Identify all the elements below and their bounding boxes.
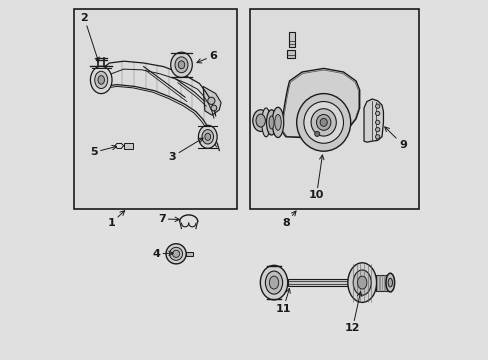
Ellipse shape [90,66,112,94]
Ellipse shape [296,94,350,151]
Ellipse shape [175,57,187,73]
Ellipse shape [261,108,270,137]
Ellipse shape [266,110,276,135]
Ellipse shape [202,130,213,144]
Circle shape [375,127,379,132]
Bar [123,143,132,149]
Ellipse shape [357,276,366,289]
Bar [186,252,192,256]
Polygon shape [280,68,359,138]
Ellipse shape [169,247,182,260]
Text: 11: 11 [275,288,290,314]
Ellipse shape [198,125,217,148]
Ellipse shape [95,71,107,89]
Ellipse shape [252,110,268,131]
Ellipse shape [387,278,392,287]
Ellipse shape [260,265,287,300]
Bar [249,9,418,209]
Bar [287,279,354,286]
Ellipse shape [274,114,281,130]
Circle shape [211,105,216,111]
Text: 12: 12 [344,292,361,333]
Text: 4: 4 [152,249,173,259]
Ellipse shape [310,109,336,136]
Ellipse shape [347,263,376,302]
Ellipse shape [320,118,326,126]
Bar [73,9,237,209]
Ellipse shape [204,133,210,140]
Text: 1: 1 [107,211,124,228]
Ellipse shape [172,250,179,257]
Text: 10: 10 [308,155,324,201]
Polygon shape [203,86,221,115]
Ellipse shape [98,76,104,84]
Text: 7: 7 [158,214,179,224]
Text: 5: 5 [90,145,116,157]
Ellipse shape [178,61,184,69]
Ellipse shape [268,116,273,129]
Text: 6: 6 [197,51,217,63]
Bar [288,32,294,47]
Circle shape [375,104,379,108]
Circle shape [314,131,319,136]
Ellipse shape [303,102,343,143]
Ellipse shape [265,271,282,294]
Circle shape [375,111,379,116]
Text: 2: 2 [80,13,99,62]
Text: 3: 3 [168,138,203,162]
Circle shape [375,120,379,125]
Bar [375,275,389,291]
Ellipse shape [170,52,192,77]
Circle shape [375,135,379,139]
Ellipse shape [269,276,278,289]
Ellipse shape [316,114,330,130]
Ellipse shape [385,273,394,292]
Ellipse shape [256,114,265,127]
Bar [286,50,294,58]
Circle shape [207,97,215,104]
Polygon shape [363,99,383,142]
Text: 8: 8 [282,211,295,228]
Ellipse shape [352,270,370,295]
Ellipse shape [272,107,283,138]
Text: 9: 9 [384,127,406,150]
Ellipse shape [166,244,186,264]
